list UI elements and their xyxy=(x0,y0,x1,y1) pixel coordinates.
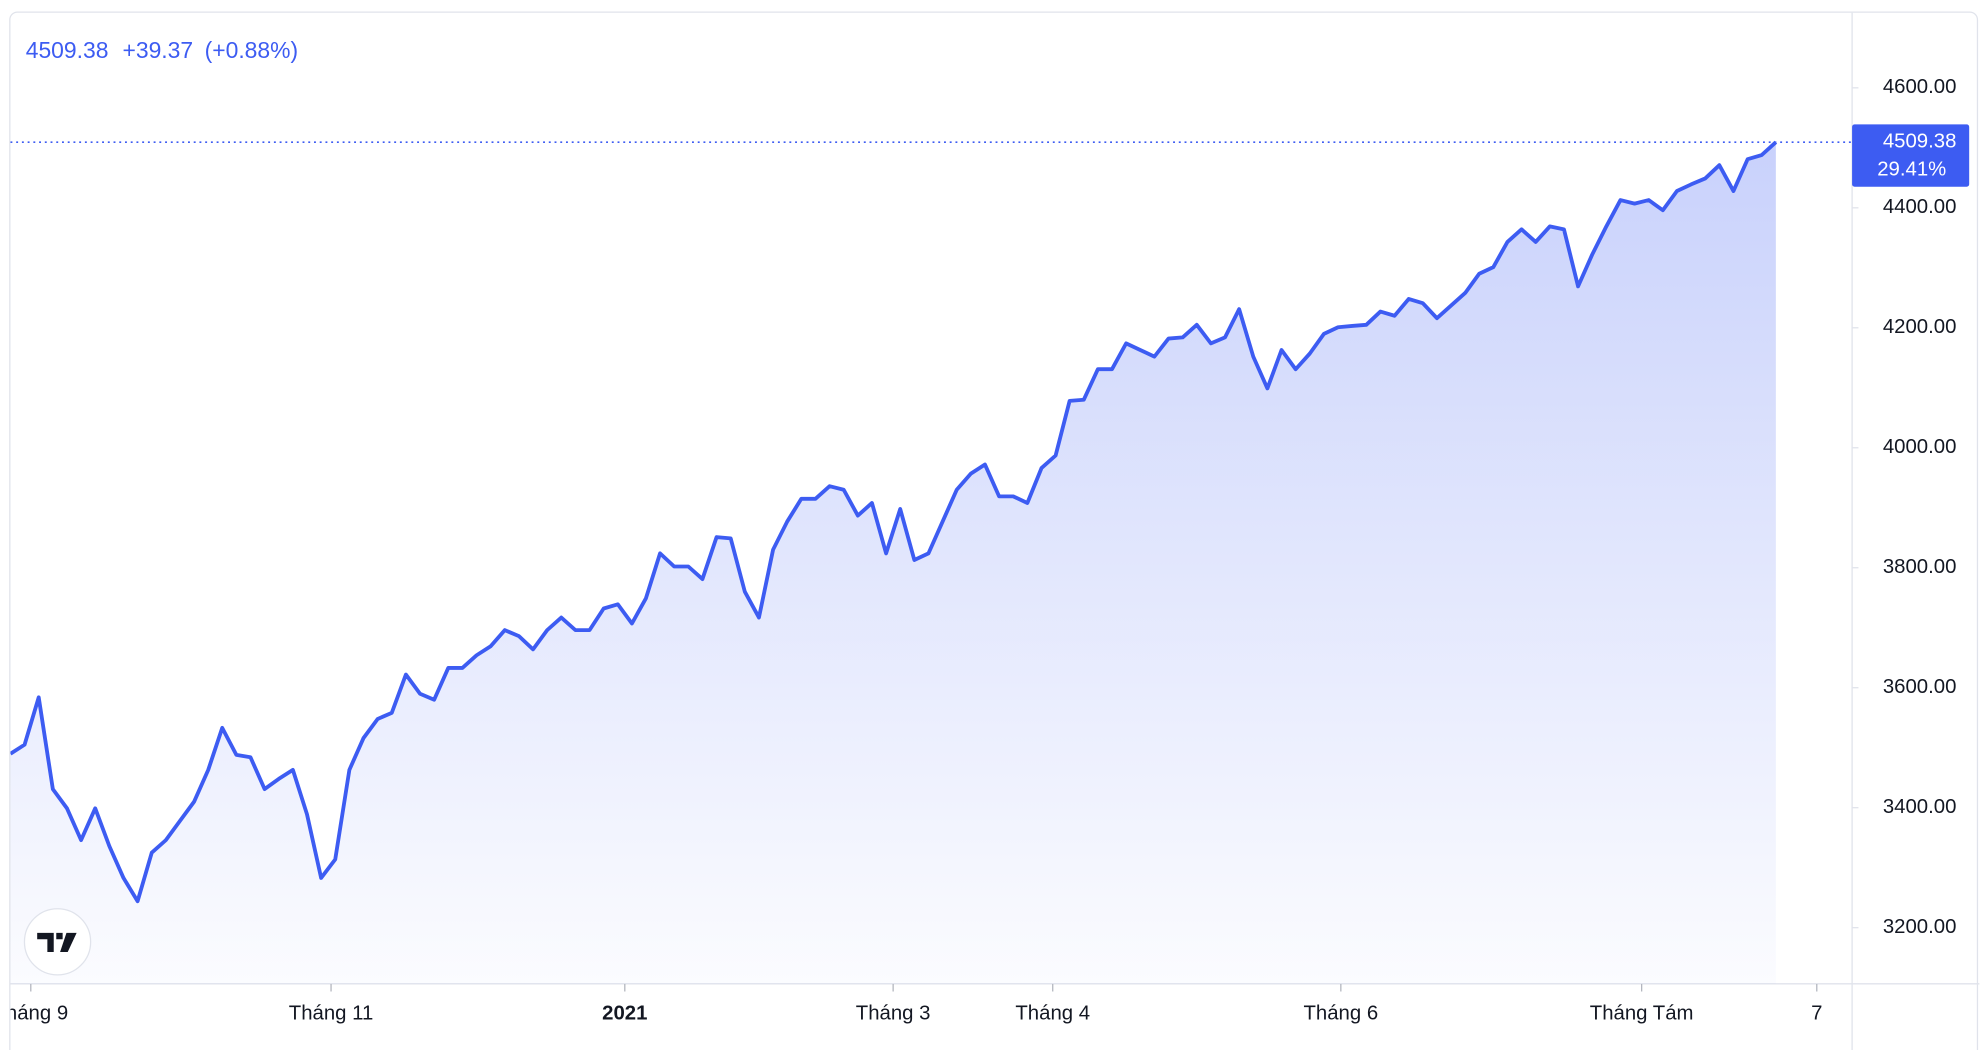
x-tick-label: 2021 xyxy=(602,1003,647,1025)
y-tick-label: 3400.00 xyxy=(1883,796,1957,818)
last-price-badge: 4509.38 29.41% xyxy=(1852,124,1970,187)
y-tick-label: 4200.00 xyxy=(1883,316,1957,338)
badge-box xyxy=(1852,124,1970,187)
plot xyxy=(10,140,1853,984)
x-tick-label: Tháng 6 xyxy=(1303,1003,1378,1025)
header-change-pct: (+0.88%) xyxy=(205,37,299,63)
x-tick-label: 7 xyxy=(1811,1003,1822,1025)
badge-percent: 29.41% xyxy=(1877,159,1946,181)
header-change: +39.37 xyxy=(122,37,193,63)
price-axis: 3200.00 3400.00 3600.00 3800.00 4000.00 4200.… xyxy=(1852,76,1956,938)
y-tick-label: 3600.00 xyxy=(1883,676,1957,698)
y-tick-label: 4000.00 xyxy=(1883,436,1957,458)
price-line xyxy=(10,140,1778,904)
area-fill xyxy=(10,142,1776,984)
time-axis: Tháng 9 Tháng 11 2021 Tháng 3 Tháng 4 Tháng 6… xyxy=(0,983,1822,1025)
x-tick-label: Tháng Tám xyxy=(1590,1003,1694,1025)
y-tick-label: 4600.00 xyxy=(1883,76,1957,98)
badge-price: 4509.38 xyxy=(1883,131,1957,153)
y-tick-label: 3800.00 xyxy=(1883,556,1957,578)
y-tick-label: 4400.00 xyxy=(1883,196,1957,218)
logo[interactable] xyxy=(23,908,92,976)
x-tick-label: Tháng 11 xyxy=(289,1003,374,1025)
y-tick-label: 3200.00 xyxy=(1883,916,1957,938)
header-price: 4509.38 xyxy=(26,37,109,63)
logo-circle[interactable] xyxy=(23,908,92,976)
x-tick-label: Tháng 3 xyxy=(856,1003,931,1025)
logo-mark[interactable] xyxy=(37,932,77,952)
header: 4509.38 +39.37 (+0.88%) xyxy=(26,37,298,63)
x-tick-label: Tháng 4 xyxy=(1015,1003,1090,1025)
x-tick-label: Tháng 9 xyxy=(0,1003,68,1025)
